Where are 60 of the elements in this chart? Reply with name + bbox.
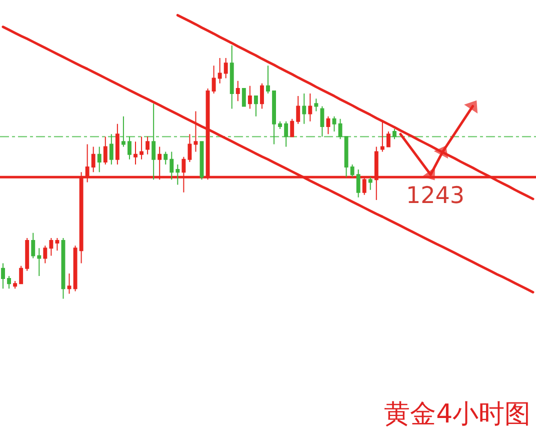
text: 黄金4小时图 <box>384 400 531 427</box>
candlestick <box>176 164 180 186</box>
candlestick <box>326 116 330 135</box>
candlestick <box>128 136 132 160</box>
candlestick <box>320 106 324 138</box>
candlestick <box>278 120 282 130</box>
candlestick <box>13 280 18 290</box>
candlestick <box>272 90 276 145</box>
candlestick <box>152 103 156 180</box>
candlestick <box>7 275 12 290</box>
candlestick <box>109 134 114 165</box>
candlestick <box>392 128 396 140</box>
candlestick <box>248 85 252 110</box>
candlestick <box>236 80 240 102</box>
candlestick <box>97 146 102 173</box>
candlestick <box>91 146 96 173</box>
candlestick <box>284 120 288 148</box>
candlestick <box>73 245 78 292</box>
candlestick <box>266 65 270 94</box>
candlestick <box>134 141 138 165</box>
candlestick <box>344 136 348 178</box>
candlestick <box>188 134 192 162</box>
candlestick <box>140 136 144 160</box>
candlestick <box>230 44 234 110</box>
candlestick <box>103 136 108 165</box>
candlestick <box>338 118 342 140</box>
candlestick <box>218 58 222 84</box>
candlestick <box>350 164 354 178</box>
candlestick <box>242 88 246 107</box>
candlestick <box>1 262 5 290</box>
annotation: 1243 <box>406 183 465 209</box>
candlestick <box>254 96 258 117</box>
candlestick <box>146 136 150 155</box>
candlestick <box>61 237 66 300</box>
candlestick <box>19 265 24 284</box>
candlestick <box>368 176 372 190</box>
candlestick <box>170 151 174 180</box>
candlestick <box>308 93 312 122</box>
candlestick <box>290 118 294 138</box>
candlestick <box>332 116 336 132</box>
candlestick <box>121 116 126 148</box>
candlestick <box>67 272 72 294</box>
candlestick <box>115 123 120 165</box>
candlestick <box>43 245 48 264</box>
candlestick <box>164 151 168 165</box>
candlestick <box>194 110 198 152</box>
candlestick <box>31 232 36 259</box>
candlestick <box>49 237 54 256</box>
candlestick <box>314 98 318 112</box>
candlestick <box>386 131 390 148</box>
candlestick <box>25 237 30 272</box>
candlestick <box>380 120 384 152</box>
candlestick <box>260 82 264 110</box>
candlestick <box>296 96 300 124</box>
candlestick <box>224 58 228 79</box>
candlestick <box>55 237 60 252</box>
candlestick <box>302 93 306 124</box>
candlestick <box>37 248 42 276</box>
candlestick <box>212 65 216 94</box>
candlestick <box>356 169 360 198</box>
